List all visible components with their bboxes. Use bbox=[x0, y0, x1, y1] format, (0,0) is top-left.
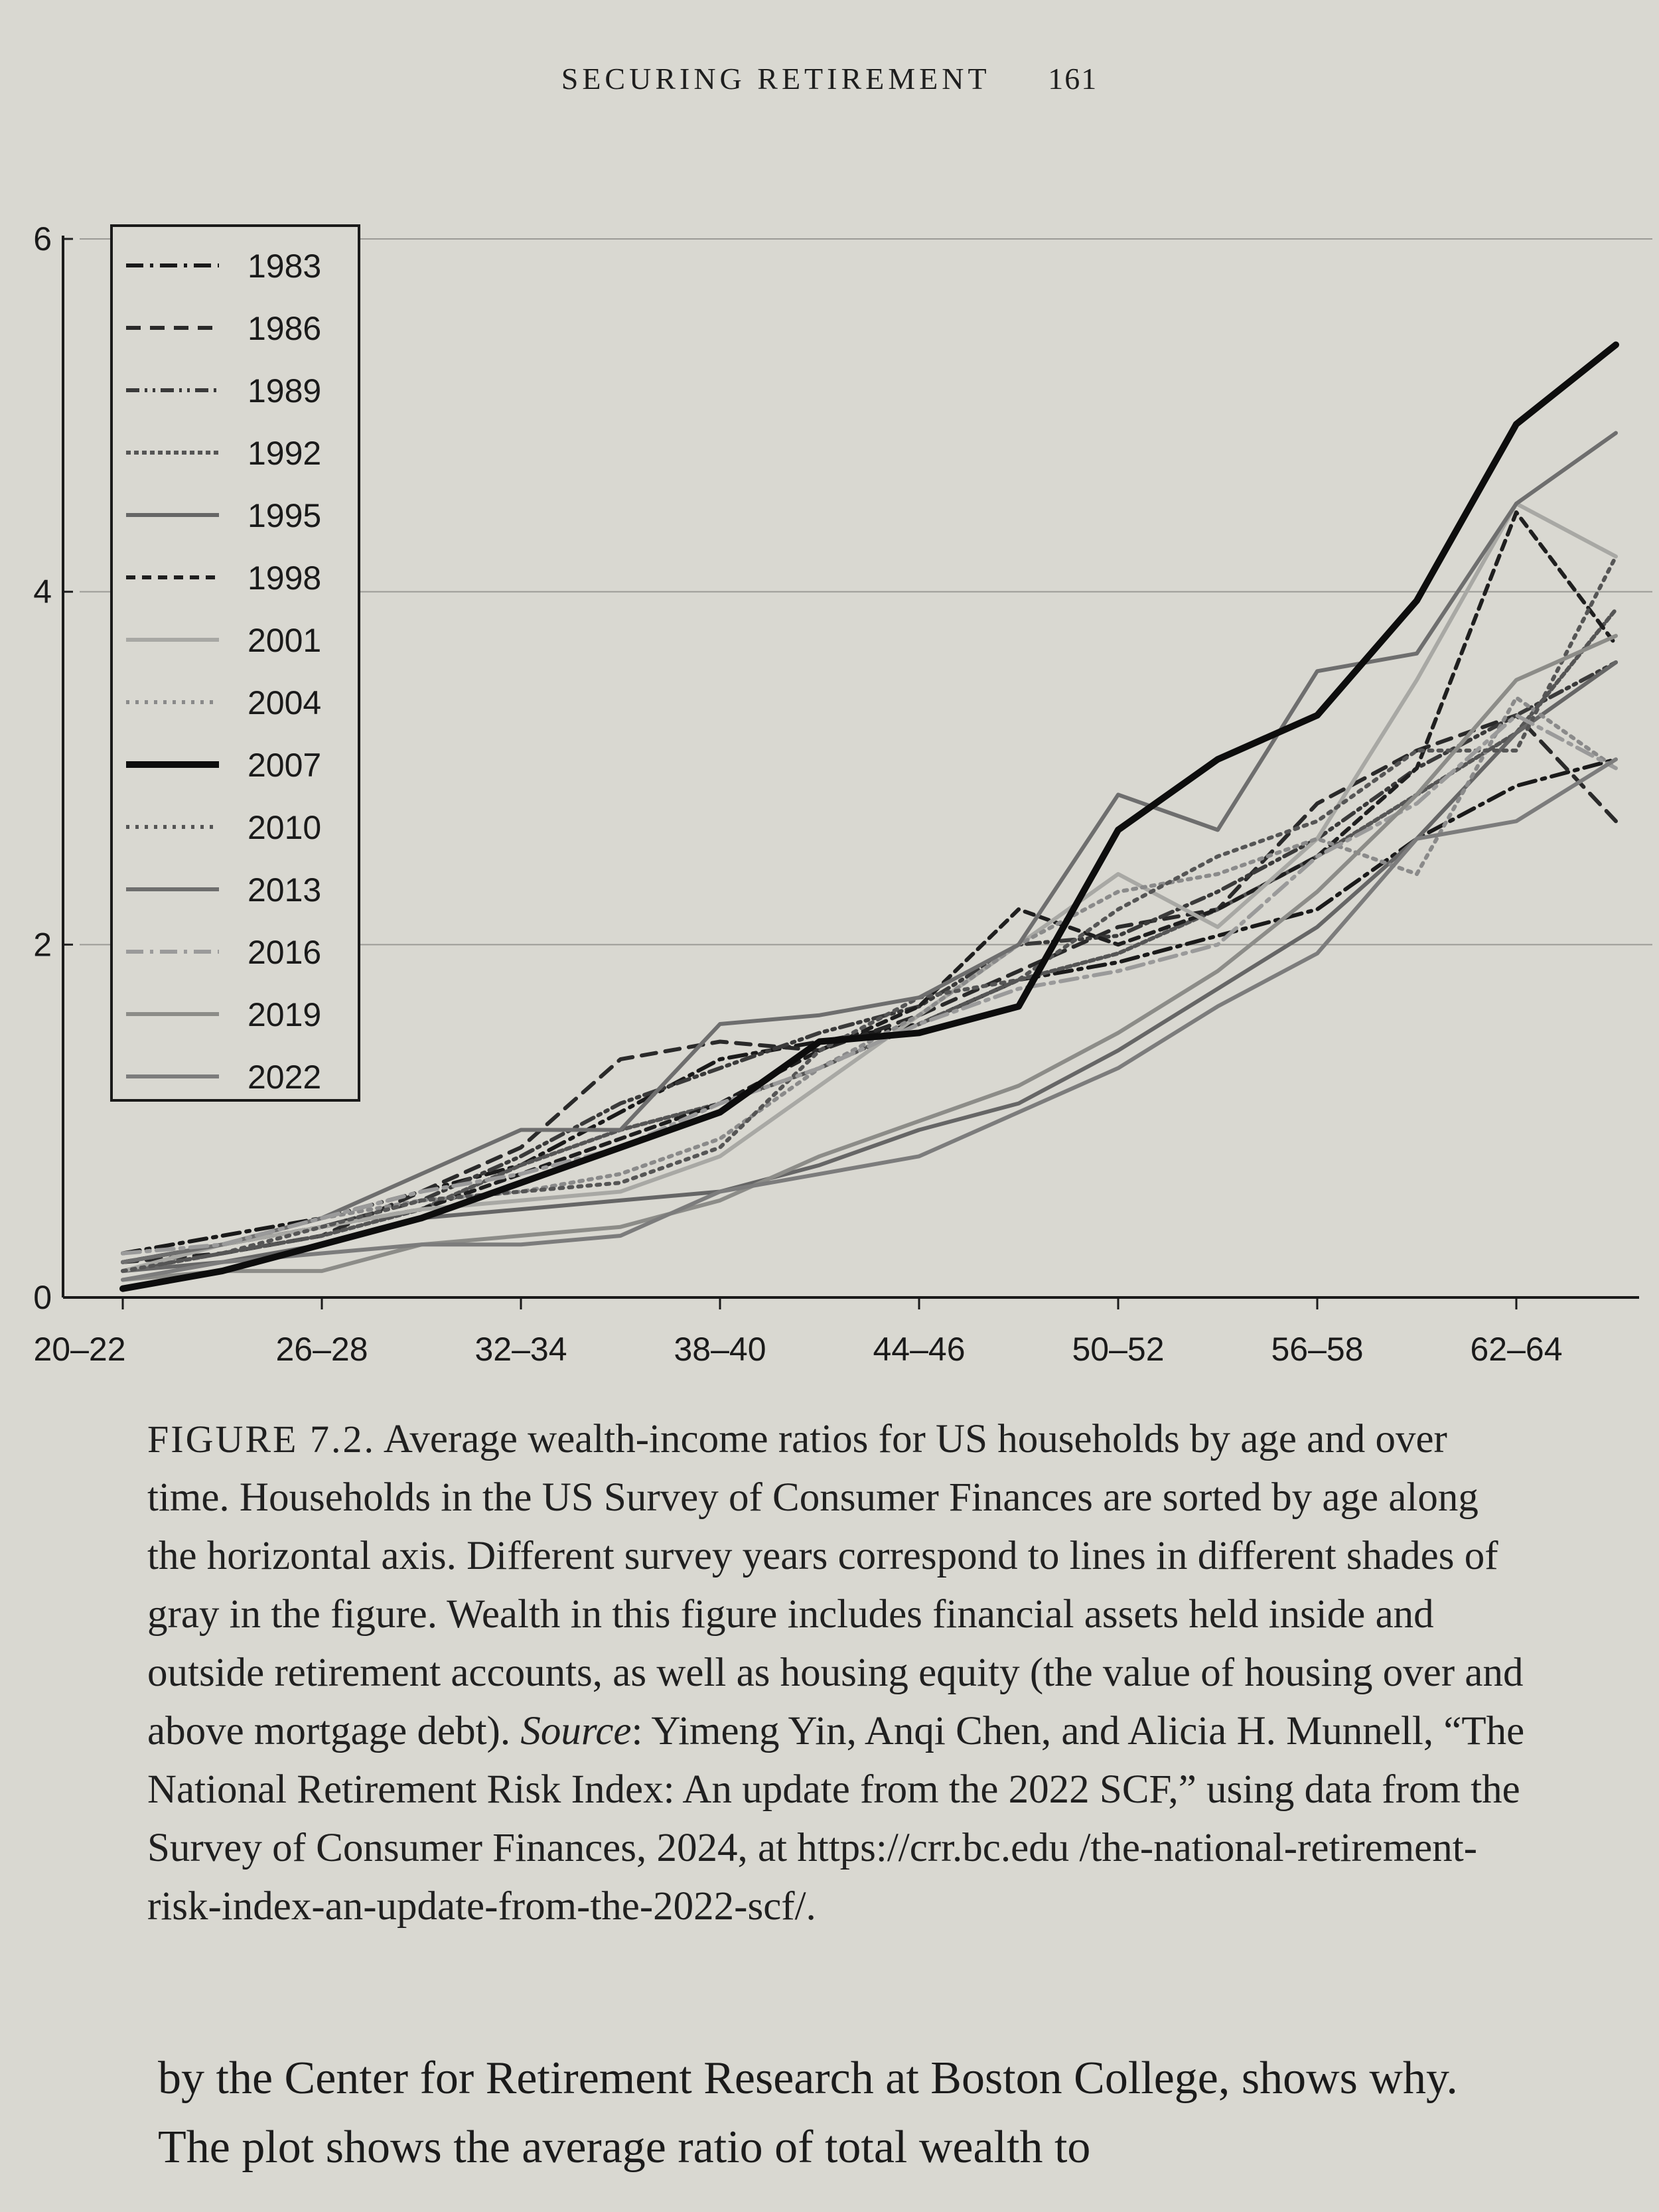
page-number: 161 bbox=[1048, 62, 1098, 96]
x-tick-label: 62–64 bbox=[1470, 1331, 1562, 1368]
series-line-1998 bbox=[121, 510, 1618, 1264]
caption-source-label: Source bbox=[520, 1709, 632, 1753]
caption-text: Average wealth-income ratios for US hous… bbox=[147, 1417, 1524, 1753]
legend-label-1989: 1989 bbox=[248, 372, 321, 409]
legend-box bbox=[110, 224, 360, 1102]
chart-legend: 1983 1986 1989 1992 1995 1998 2001 2004 2007 2010… bbox=[110, 224, 360, 1102]
x-tick-label: 56–58 bbox=[1271, 1331, 1363, 1368]
legend-label-1995: 1995 bbox=[248, 497, 321, 534]
series-line-2010 bbox=[121, 554, 1618, 1274]
x-tick-label: 38–40 bbox=[674, 1331, 766, 1368]
legend-label-2016: 2016 bbox=[248, 934, 321, 971]
y-tick-label: 0 bbox=[33, 1279, 52, 1316]
legend-label-1992: 1992 bbox=[248, 435, 321, 472]
legend-label-2004: 2004 bbox=[248, 684, 321, 721]
series-line-2019 bbox=[121, 634, 1618, 1282]
body-paragraph: by the Center for Retirement Research at… bbox=[158, 2053, 1458, 2173]
series-line-2016 bbox=[121, 713, 1618, 1256]
legend-label-2007: 2007 bbox=[248, 747, 321, 784]
y-tick-label: 4 bbox=[33, 573, 52, 611]
x-tick-label: 26–28 bbox=[275, 1331, 368, 1368]
legend-label-1986: 1986 bbox=[248, 310, 321, 347]
series-line-2001 bbox=[121, 501, 1618, 1274]
running-header: SECURING RETIREMENT 161 bbox=[0, 61, 1659, 96]
caption-source-text: : Yimeng Yin, Anqi Chen, and Alicia H. M… bbox=[147, 1709, 1525, 1929]
x-tick-label: 32–34 bbox=[474, 1331, 567, 1368]
legend-label-2019: 2019 bbox=[248, 996, 321, 1033]
series-line-2004 bbox=[121, 696, 1618, 1264]
y-tick-label: 2 bbox=[33, 926, 52, 963]
figure-caption: FIGURE 7.2. Average wealth-income ratios… bbox=[147, 1410, 1534, 1936]
legend-label-2013: 2013 bbox=[248, 871, 321, 909]
legend-label-2022: 2022 bbox=[248, 1059, 321, 1096]
figure-label: FIGURE 7.2. bbox=[147, 1418, 376, 1461]
legend-label-2001: 2001 bbox=[248, 622, 321, 659]
x-tick-label: 20–22 bbox=[33, 1331, 125, 1368]
x-tick-label: 44–46 bbox=[873, 1331, 965, 1368]
legend-label-1998: 1998 bbox=[248, 559, 321, 597]
legend-label-1983: 1983 bbox=[248, 248, 321, 285]
legend-label-2010: 2010 bbox=[248, 809, 321, 846]
x-tick-label: 50–52 bbox=[1072, 1331, 1164, 1368]
wealth-income-line-chart: 0 2 4 6 20–22 26–28 32–34 38–40 44–46 50–52 56–58 6… bbox=[33, 220, 1652, 1368]
series-line-2007 bbox=[119, 341, 1619, 1292]
series-line-2022 bbox=[121, 757, 1618, 1282]
series-lines bbox=[119, 341, 1619, 1292]
chart-axes: 0 2 4 6 20–22 26–28 32–34 38–40 44–46 50–52 56–58 6… bbox=[33, 220, 1639, 1368]
running-header-title: SECURING RETIREMENT bbox=[561, 62, 990, 96]
y-tick-label: 6 bbox=[33, 220, 52, 258]
